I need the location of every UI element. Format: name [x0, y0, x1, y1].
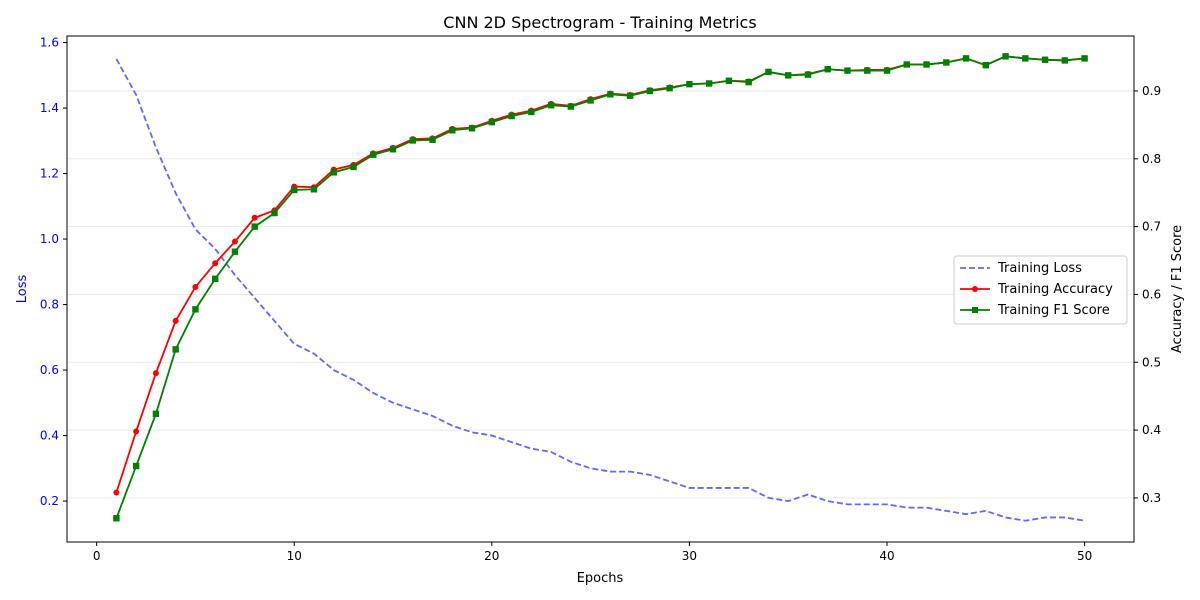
left-y-tick-label: 0.2 [40, 494, 59, 508]
f1-point [291, 186, 298, 194]
accuracy-point [251, 214, 258, 221]
left-y-tick-label: 1.2 [40, 167, 59, 181]
f1-point [903, 61, 910, 68]
f1-point [231, 248, 239, 255]
f1-point [330, 169, 337, 176]
left-y-axis-label: Loss [15, 275, 30, 304]
f1-point [962, 55, 970, 62]
f1-point [1081, 55, 1088, 62]
f1-point [132, 462, 140, 470]
f1-point [113, 515, 120, 522]
left-y-tick-label: 0.4 [40, 429, 59, 443]
f1-point [1041, 56, 1049, 63]
accuracy-point [172, 317, 179, 324]
f1-point [864, 67, 871, 74]
legend-label-accuracy: Training Accuracy [997, 282, 1113, 297]
legend: Training Loss Training Accuracy Training… [953, 255, 1128, 325]
accuracy-point [231, 238, 238, 245]
f1-point [251, 223, 258, 230]
x-tick-label: 40 [879, 549, 894, 563]
f1-point [528, 108, 535, 116]
f1-point [1061, 57, 1069, 64]
f1-point [508, 112, 515, 120]
f1-point [468, 125, 476, 132]
accuracy-point [133, 428, 140, 435]
series-line-f1 [115, 55, 1085, 519]
f1-point [350, 163, 357, 171]
right-y-tick-label: 0.6 [1142, 287, 1161, 301]
f1-point [804, 71, 812, 78]
left-y-tick-label: 1.6 [40, 36, 59, 50]
plot-frame [66, 35, 1135, 543]
f1-point [943, 59, 950, 66]
f1-point [389, 146, 397, 153]
accuracy-point [152, 370, 159, 377]
f1-point [923, 61, 930, 68]
f1-point [666, 85, 673, 92]
f1-point [646, 87, 654, 95]
chart-title: CNN 2D Spectrogram - Training Metrics [443, 13, 756, 32]
grid-layer [67, 90, 1134, 499]
series-layer [113, 53, 1088, 522]
legend-marker-accuracy [972, 286, 978, 292]
f1-point [587, 97, 594, 104]
left-y-tick-label: 0.6 [40, 363, 59, 377]
left-y-tick-label: 0.8 [40, 298, 59, 312]
f1-point [567, 103, 575, 110]
f1-point [547, 101, 555, 109]
right-y-tick-label: 0.8 [1142, 152, 1161, 166]
accuracy-point [113, 489, 120, 496]
left-y-tick-label: 1.4 [40, 101, 59, 115]
f1-point [982, 61, 990, 69]
legend-label-f1: Training F1 Score [997, 303, 1110, 318]
f1-point [449, 127, 456, 134]
x-tick-label: 0 [93, 549, 101, 563]
legend-label-loss: Training Loss [997, 261, 1082, 276]
f1-point [211, 275, 219, 283]
right-y-tick-label: 0.7 [1142, 220, 1161, 234]
legend-box [953, 255, 1128, 325]
axis-layer: 0 10 20 30 40 50 0.2 0.4 0.6 0.8 1.0 1.2 1.4 1.6 0.3 0.… [40, 36, 1161, 563]
f1-point [745, 78, 752, 86]
f1-point [705, 80, 713, 87]
x-tick-label: 20 [484, 549, 499, 563]
f1-point [370, 151, 377, 158]
accuracy-point [212, 260, 219, 267]
f1-point [1022, 55, 1029, 62]
f1-point [152, 410, 160, 418]
right-y-axis-label: Accuracy / F1 Score [1170, 225, 1185, 353]
right-y-tick-label: 0.4 [1142, 423, 1161, 437]
f1-point [310, 186, 318, 193]
f1-point [824, 66, 831, 73]
x-tick-label: 10 [287, 549, 302, 563]
f1-point [765, 68, 772, 76]
f1-point [785, 72, 792, 79]
f1-point [1002, 53, 1009, 60]
f1-point [192, 306, 199, 313]
legend-marker-f1 [972, 307, 978, 313]
f1-point [429, 136, 436, 143]
f1-point [686, 80, 693, 88]
right-y-tick-label: 0.3 [1142, 491, 1161, 505]
f1-point [626, 92, 634, 99]
f1-point [409, 137, 416, 144]
x-tick-label: 30 [682, 549, 697, 563]
x-axis-label: Epochs [577, 571, 624, 586]
accuracy-point [192, 283, 199, 290]
left-y-tick-label: 1.0 [40, 232, 59, 246]
series-line-loss [115, 58, 1085, 522]
f1-point [271, 209, 278, 217]
right-y-tick-label: 0.9 [1142, 84, 1161, 98]
x-tick-label: 50 [1077, 549, 1092, 563]
right-y-tick-label: 0.5 [1142, 355, 1161, 369]
f1-point [844, 67, 851, 74]
f1-point [172, 346, 179, 353]
f1-point [488, 118, 496, 126]
f1-point [607, 91, 614, 98]
f1-point [725, 77, 733, 84]
f1-point [883, 67, 891, 74]
